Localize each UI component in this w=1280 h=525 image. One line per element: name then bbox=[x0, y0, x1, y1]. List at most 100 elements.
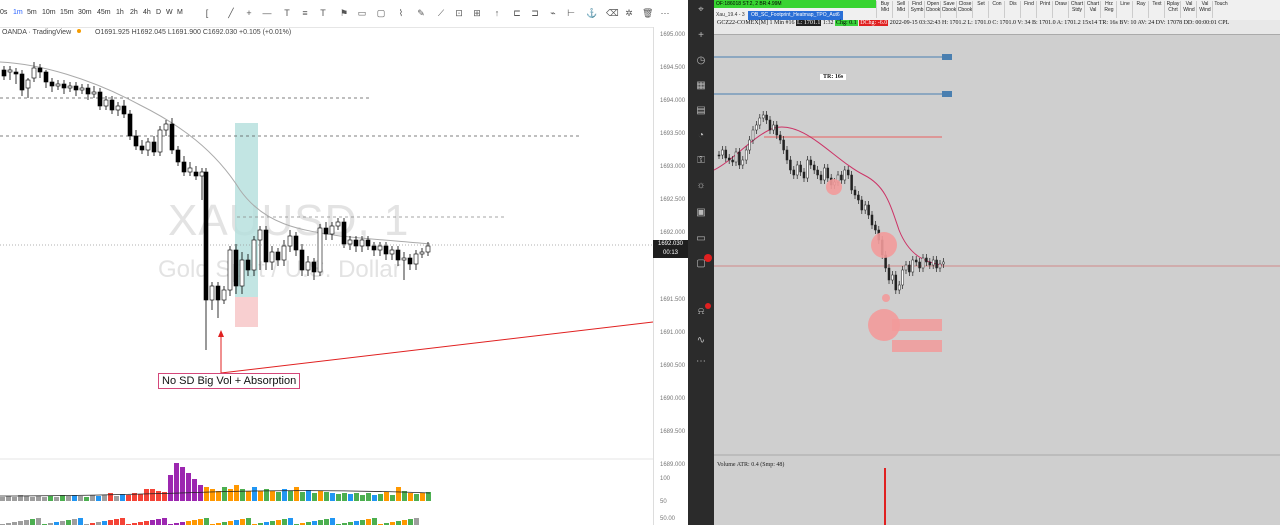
toolbar-btn-dis[interactable]: Dis bbox=[1004, 1, 1021, 18]
toolbar-btn-rplay[interactable]: Rplay Chrt bbox=[1164, 1, 1181, 18]
timeframe-4h[interactable]: 4h bbox=[143, 9, 151, 16]
timeframe-2h[interactable]: 2h bbox=[130, 9, 138, 16]
long-position-icon[interactable]: ⊡ bbox=[455, 8, 463, 18]
timeframe-45m[interactable]: 45m bbox=[97, 9, 111, 16]
dots-icon[interactable]: ⋯ bbox=[660, 8, 670, 18]
trash-icon[interactable]: 🗑 bbox=[642, 8, 654, 18]
toolbar-btn-sell[interactable]: Sell Mkt bbox=[892, 1, 909, 18]
volume-bar bbox=[132, 493, 137, 501]
callout-icon[interactable]: ▢ bbox=[376, 8, 386, 18]
toolbar-btn-find[interactable]: Find bbox=[1020, 1, 1037, 18]
candle-body bbox=[37, 67, 43, 73]
lock-icon[interactable]: ⚿ bbox=[697, 155, 705, 166]
timeframe-15m[interactable]: 15m bbox=[60, 9, 74, 16]
clock-icon[interactable]: ◷ bbox=[696, 55, 706, 66]
timeframe-30m[interactable]: 30m bbox=[78, 9, 92, 16]
toolbar-btn-touch[interactable]: Touch bbox=[1212, 1, 1229, 18]
toolbar-btn-open-cbook[interactable]: Open Cbook bbox=[924, 1, 941, 18]
chat-icon[interactable]: ▭ bbox=[696, 233, 706, 244]
toolbar-btn-set[interactable]: Set bbox=[972, 1, 989, 18]
fire-icon[interactable]: ✲ bbox=[625, 8, 633, 18]
timeframe-0s[interactable]: 0s bbox=[0, 9, 8, 16]
measure-icon[interactable]: ⊞ bbox=[473, 8, 481, 18]
toolbar-btn-close-cbook[interactable]: Close Cbook bbox=[956, 1, 973, 18]
fib-icon[interactable]: ≡ bbox=[302, 8, 308, 18]
toolbar-btn-print[interactable]: Print bbox=[1036, 1, 1053, 18]
ruler-icon[interactable]: ⊢ bbox=[567, 8, 575, 18]
toolbar-btn-val-wind-2[interactable]: Val Wind bbox=[1196, 1, 1213, 18]
crosshair-icon[interactable]: + bbox=[246, 8, 252, 18]
calendar-2-icon[interactable]: ▣ bbox=[696, 207, 706, 218]
candle-body bbox=[305, 261, 311, 271]
candle-body bbox=[744, 149, 748, 161]
candle-body bbox=[163, 123, 169, 131]
active-chart-tab[interactable]: OB_SC_Footprint_Heatmap_TPO_Aut6 bbox=[748, 11, 843, 20]
sierra-chart-canvas[interactable] bbox=[714, 0, 1280, 525]
toolbar-btn-chart-stdy[interactable]: Chart Stdy bbox=[1068, 1, 1085, 18]
text-tool-2-icon[interactable]: T bbox=[320, 8, 326, 18]
volume-bar bbox=[150, 489, 155, 501]
candle-body bbox=[49, 81, 55, 87]
candle-body bbox=[175, 149, 181, 163]
toolbar-btn-ray[interactable]: Ray bbox=[1132, 1, 1149, 18]
toolbar-btn-save-cbook[interactable]: Save Cbook bbox=[940, 1, 957, 18]
cursor-icon[interactable]: ⌖ bbox=[698, 4, 704, 15]
candle-body bbox=[365, 239, 371, 247]
timeframe-d[interactable]: D bbox=[156, 9, 162, 16]
crosshair-icon[interactable]: + bbox=[698, 30, 704, 41]
horizontal-line-icon[interactable]: — bbox=[262, 8, 272, 18]
text-tool-icon[interactable]: T bbox=[284, 8, 290, 18]
bell-icon[interactable]: ⍾ bbox=[697, 306, 705, 317]
bracket-icon[interactable]: [ bbox=[205, 8, 209, 18]
date-range-icon[interactable]: ⊐ bbox=[531, 8, 539, 18]
toolbar-btn-hrz-reg[interactable]: Hrz Reg bbox=[1100, 1, 1117, 18]
pattern-icon[interactable]: ⟋ bbox=[437, 8, 445, 18]
candlestick-chart[interactable] bbox=[0, 0, 653, 525]
candle-body bbox=[115, 105, 121, 111]
timeframe-10m[interactable]: 10m bbox=[42, 9, 56, 16]
calendar-icon[interactable]: ▦ bbox=[696, 80, 706, 91]
price-axis[interactable]: 1695.000 1694.500 1694.000 1693.500 1693… bbox=[653, 27, 688, 525]
volume-bar bbox=[378, 494, 383, 501]
volume-bar bbox=[66, 496, 71, 501]
brush-icon[interactable]: ✎ bbox=[417, 8, 425, 18]
toolbar-btn-draw[interactable]: Draw bbox=[1052, 1, 1069, 18]
timeframe-w[interactable]: W bbox=[166, 9, 173, 16]
flag-icon[interactable]: ⚑ bbox=[339, 8, 349, 18]
timeframe-m[interactable]: M bbox=[177, 9, 183, 16]
timeframe-1m[interactable]: 1m bbox=[13, 9, 23, 16]
forecast-icon[interactable]: ⌁ bbox=[550, 8, 556, 18]
pie-icon[interactable]: ◔ bbox=[697, 130, 705, 141]
eraser-icon[interactable]: ⌫ bbox=[606, 8, 619, 18]
toolbar-btn-find-symb[interactable]: Find Symb bbox=[908, 1, 925, 18]
arrow-up-icon[interactable]: ↑ bbox=[494, 8, 500, 18]
candle-body bbox=[874, 224, 877, 231]
dots-icon[interactable]: ⋯ bbox=[696, 356, 706, 367]
book-icon[interactable]: ▤ bbox=[696, 105, 706, 116]
volume-bar bbox=[54, 497, 59, 501]
volume-tick-bottom: 50.00 bbox=[660, 516, 676, 522]
candle-body bbox=[914, 259, 918, 263]
toolbar-btn-chart-val[interactable]: Chart Val bbox=[1084, 1, 1101, 18]
wave-icon[interactable]: ∿ bbox=[696, 335, 706, 346]
candle-body bbox=[741, 159, 745, 166]
bulb-icon[interactable]: ☼ bbox=[696, 180, 706, 191]
anchor-icon[interactable]: ⚓ bbox=[586, 8, 598, 18]
toolbar-btn-val-wind[interactable]: Val Wind bbox=[1180, 1, 1197, 18]
timeframe-5m[interactable]: 5m bbox=[27, 9, 37, 16]
path-icon[interactable]: ⌇ bbox=[398, 8, 404, 18]
chartbook-tab[interactable]: Xau_19.4 - 3 bbox=[716, 12, 745, 18]
rectangle-icon[interactable]: ▭ bbox=[357, 8, 367, 18]
trendline-icon[interactable]: ╱ bbox=[228, 8, 234, 18]
info-mid: 1:32 bbox=[822, 20, 834, 26]
candle-body bbox=[335, 221, 341, 227]
chat-notify-icon[interactable]: ▢ bbox=[696, 258, 706, 269]
toolbar-btn-buy[interactable]: Buy Mkt bbox=[876, 1, 893, 18]
volume-bar bbox=[336, 494, 341, 501]
toolbar-btn-text[interactable]: Text bbox=[1148, 1, 1165, 18]
candle-body bbox=[91, 91, 97, 95]
price-range-icon[interactable]: ⊏ bbox=[513, 8, 521, 18]
toolbar-btn-line[interactable]: Line bbox=[1116, 1, 1133, 18]
timeframe-1h[interactable]: 1h bbox=[116, 9, 124, 16]
toolbar-btn-con[interactable]: Con bbox=[988, 1, 1005, 18]
